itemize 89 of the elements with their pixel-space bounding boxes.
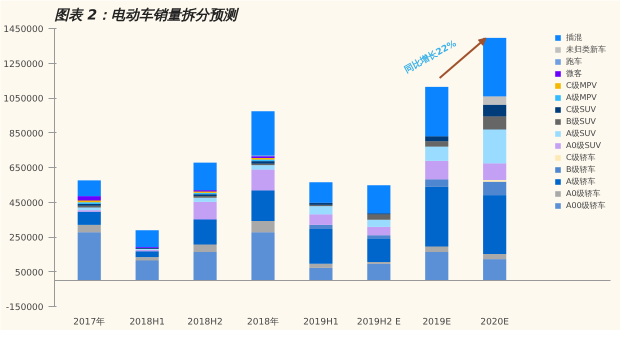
legend-label: C级MPV (566, 80, 597, 91)
bar (78, 224, 101, 232)
x-tick-label: 2018年 (247, 316, 279, 328)
bar (251, 111, 275, 156)
bar (309, 264, 332, 268)
y-tick-label: 50000 (14, 268, 44, 278)
y-tick-label: 1250000 (3, 60, 44, 70)
bar (483, 38, 506, 96)
legend-label: A0级轿车 (566, 188, 601, 199)
bar (483, 254, 506, 260)
bar (483, 182, 506, 196)
legend-label: A0级SUV (566, 140, 601, 151)
bar (425, 246, 448, 252)
bar (309, 206, 332, 214)
x-tick-label: 2018H2 (187, 318, 223, 328)
bar (425, 146, 448, 161)
bar (367, 226, 390, 236)
bar (194, 219, 217, 244)
y-tick-label: 250000 (9, 234, 44, 244)
legend-label: A级轿车 (566, 176, 596, 187)
bar (78, 207, 101, 210)
bar (194, 244, 217, 252)
bar (309, 224, 332, 230)
bar (309, 229, 332, 264)
bar (78, 232, 101, 280)
bar (251, 232, 275, 280)
bar (483, 195, 506, 254)
bar (309, 182, 332, 203)
y-tick-label: -150000 (6, 303, 44, 313)
bar (367, 185, 390, 214)
bar (425, 86, 448, 136)
legend-label: C级轿车 (566, 152, 596, 163)
bar (367, 220, 390, 227)
bar (194, 162, 217, 190)
legend-label: A级SUV (566, 128, 596, 139)
legend-label: C级SUV (566, 104, 596, 115)
y-tick-label: 450000 (9, 198, 44, 209)
bar (136, 230, 159, 248)
bar (483, 116, 506, 130)
x-tick-label: 2019H2 E (356, 318, 402, 328)
legend-label: 跑车 (566, 56, 583, 67)
bar (251, 221, 275, 232)
x-tick-label: 2017年 (73, 316, 106, 328)
bar (483, 104, 506, 116)
bar (136, 260, 159, 280)
bar (194, 252, 217, 280)
y-tick-label: 850000 (9, 129, 44, 140)
bar (251, 190, 275, 222)
bar (367, 238, 390, 262)
chart-title: 图表 2：电动车销量拆分预测 (54, 6, 240, 24)
bar (194, 198, 217, 202)
bar (367, 235, 390, 239)
bar (136, 251, 159, 258)
legend-label: B级轿车 (566, 164, 596, 175)
legend-label: 微客 (566, 68, 583, 79)
bar (251, 161, 275, 164)
x-tick-label: 2018H1 (129, 318, 165, 328)
legend-label: A00级轿车 (566, 200, 606, 211)
bar (78, 212, 101, 225)
bar (136, 257, 159, 260)
bar (483, 129, 506, 164)
bar (251, 170, 275, 190)
legend-label: 未归类新车 (566, 44, 606, 55)
bar (251, 165, 275, 170)
x-tick-label: 2020E (480, 318, 510, 328)
bar (367, 264, 390, 280)
x-tick-label: 2019H1 (303, 318, 339, 328)
bar (425, 136, 448, 142)
bar (483, 259, 506, 280)
legend-label: A级MPV (566, 92, 597, 103)
y-tick-label: 1050000 (3, 94, 44, 104)
bar (425, 186, 448, 247)
bar (483, 96, 506, 105)
bar (425, 160, 448, 180)
legend-label: 插混 (566, 32, 583, 43)
bar (78, 196, 101, 201)
y-tick-label: 650000 (9, 164, 44, 174)
bar (483, 163, 506, 180)
legend-label: B级SUV (566, 116, 596, 127)
bar (367, 214, 390, 220)
bar (309, 214, 332, 225)
y-tick-label: 1450000 (3, 25, 44, 35)
bar (78, 180, 101, 196)
bar (425, 179, 448, 187)
bar (309, 268, 332, 280)
bar (194, 202, 217, 220)
bar (425, 252, 448, 280)
x-tick-label: 2019E (422, 318, 452, 328)
bar (425, 141, 448, 147)
